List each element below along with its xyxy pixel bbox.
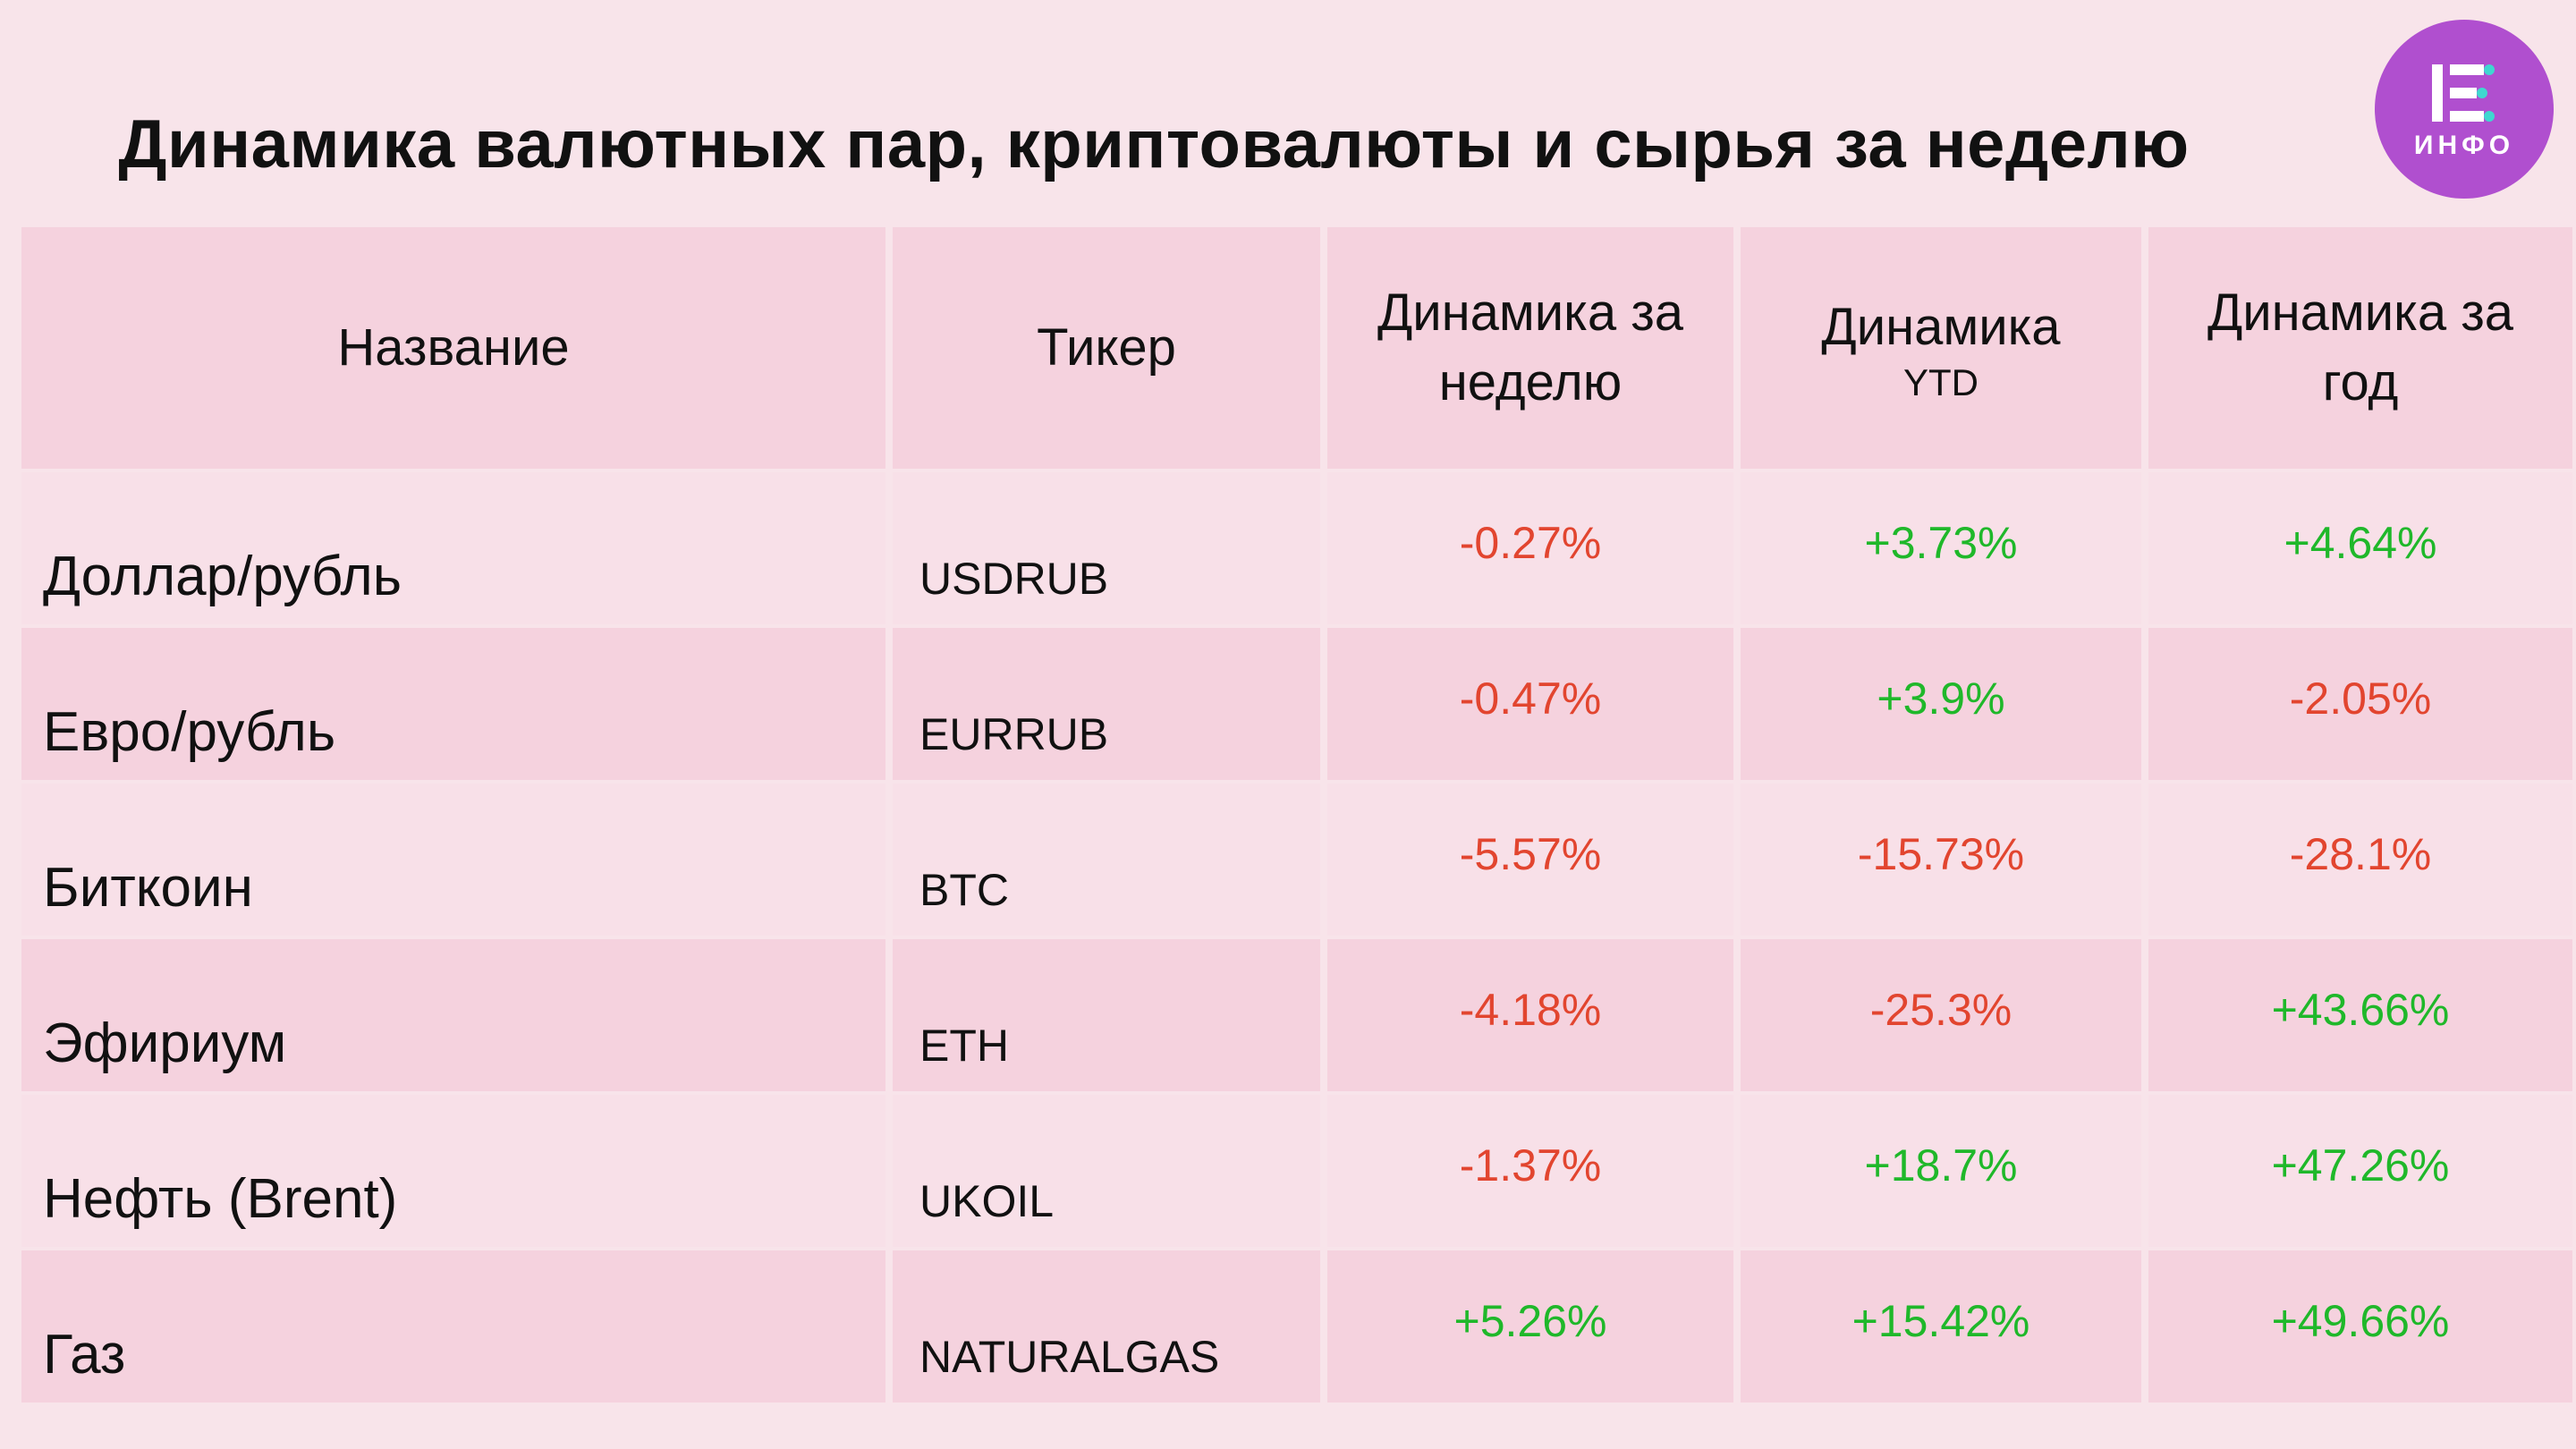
e-letter-icon — [2432, 64, 2495, 122]
row-ticker-cell: NATURALGAS — [893, 1250, 1320, 1402]
header-ytd: Динамика YTD — [1741, 227, 2141, 469]
row-year-cell: +49.66% — [2148, 1250, 2572, 1402]
row-ticker-cell: UKOIL — [893, 1095, 1320, 1247]
change-week-value: -0.27% — [1459, 518, 1602, 568]
row-ytd-cell: +18.7% — [1741, 1095, 2141, 1247]
change-ytd-value: +15.42% — [1852, 1296, 2030, 1346]
row-week-cell: -5.57% — [1327, 784, 1733, 936]
change-week-value: -5.57% — [1459, 829, 1602, 879]
row-week-cell: -1.37% — [1327, 1095, 1733, 1247]
asset-name: Эфириум — [43, 1013, 287, 1074]
row-name-cell: Евро/рубль — [21, 628, 886, 780]
change-week-value: +5.26% — [1453, 1296, 1607, 1346]
change-ytd-value: +3.73% — [1864, 518, 2018, 568]
header-year: Динамика за год — [2148, 227, 2572, 469]
row-year-cell: +4.64% — [2148, 472, 2572, 624]
row-week-cell: +5.26% — [1327, 1250, 1733, 1402]
change-year-value: +43.66% — [2271, 985, 2450, 1035]
row-ticker-cell: BTC — [893, 784, 1320, 936]
row-week-cell: -0.27% — [1327, 472, 1733, 624]
header-week: Динамика за неделю — [1327, 227, 1733, 469]
row-ytd-cell: +3.9% — [1741, 628, 2141, 780]
change-year-value: -28.1% — [2289, 829, 2432, 879]
row-week-cell: -0.47% — [1327, 628, 1733, 780]
row-name-cell: Газ — [21, 1250, 886, 1402]
change-year-value: +49.66% — [2271, 1296, 2450, 1346]
page-title: Динамика валютных пар, криптовалюты и сы… — [118, 106, 2190, 182]
change-week-value: -1.37% — [1459, 1140, 1602, 1191]
asset-ticker: EURRUB — [919, 709, 1109, 759]
row-ytd-cell: +3.73% — [1741, 472, 2141, 624]
change-ytd-value: +18.7% — [1864, 1140, 2018, 1191]
row-year-cell: -2.05% — [2148, 628, 2572, 780]
row-name-cell: Доллар/рубль — [21, 472, 886, 624]
row-year-cell: -28.1% — [2148, 784, 2572, 936]
header-name: Название — [21, 227, 886, 469]
change-week-value: -0.47% — [1459, 674, 1602, 724]
change-year-value: +4.64% — [2284, 518, 2437, 568]
change-ytd-value: +3.9% — [1877, 674, 2005, 724]
asset-ticker: UKOIL — [919, 1176, 1055, 1226]
change-ytd-value: -15.73% — [1857, 829, 2025, 879]
asset-name: Евро/рубль — [43, 701, 336, 763]
asset-ticker: NATURALGAS — [919, 1332, 1220, 1382]
change-week-value: -4.18% — [1459, 985, 1602, 1035]
row-name-cell: Эфириум — [21, 939, 886, 1091]
asset-name: Нефть (Brent) — [43, 1168, 398, 1230]
change-year-value: -2.05% — [2289, 674, 2432, 724]
row-ytd-cell: -25.3% — [1741, 939, 2141, 1091]
logo-text: ИНФО — [2413, 131, 2515, 160]
asset-name: Газ — [43, 1324, 126, 1385]
row-year-cell: +47.26% — [2148, 1095, 2572, 1247]
row-ticker-cell: EURRUB — [893, 628, 1320, 780]
row-ytd-cell: -15.73% — [1741, 784, 2141, 936]
row-ticker-cell: USDRUB — [893, 472, 1320, 624]
row-ytd-cell: +15.42% — [1741, 1250, 2141, 1402]
info-logo: ИНФО — [2375, 20, 2554, 199]
row-name-cell: Биткоин — [21, 784, 886, 936]
asset-ticker: USDRUB — [919, 554, 1109, 604]
row-year-cell: +43.66% — [2148, 939, 2572, 1091]
change-year-value: +47.26% — [2271, 1140, 2450, 1191]
asset-name: Биткоин — [43, 857, 253, 919]
row-week-cell: -4.18% — [1327, 939, 1733, 1091]
header-ticker: Тикер — [893, 227, 1320, 469]
asset-ticker: BTC — [919, 865, 1009, 915]
asset-name: Доллар/рубль — [43, 546, 402, 607]
row-ticker-cell: ETH — [893, 939, 1320, 1091]
asset-ticker: ETH — [919, 1021, 1009, 1071]
dynamics-table: Название Тикер Динамика за неделю Динами… — [21, 227, 2572, 1408]
row-name-cell: Нефть (Brent) — [21, 1095, 886, 1247]
change-ytd-value: -25.3% — [1869, 985, 2012, 1035]
